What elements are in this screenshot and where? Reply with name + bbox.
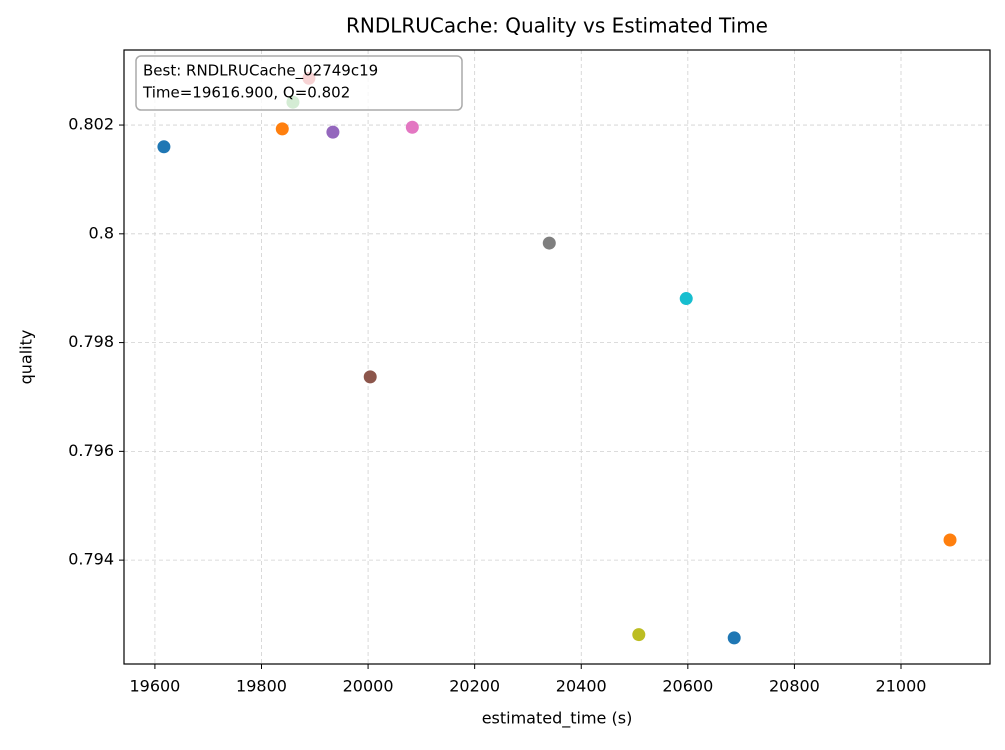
point (632, 628, 646, 642)
y-axis-label: quality (17, 330, 36, 385)
point (727, 631, 741, 645)
x-tick-label: 21000 (876, 677, 927, 696)
y-tick-label: 0.8 (89, 223, 114, 242)
y-tick-label: 0.796 (68, 441, 114, 460)
y-tick-label: 0.794 (68, 550, 114, 569)
point (326, 125, 340, 139)
annotation-text: Time=19616.900, Q=0.802 (142, 84, 350, 102)
x-tick-label: 20400 (556, 677, 607, 696)
x-tick-label: 20000 (343, 677, 394, 696)
point (405, 120, 419, 134)
x-axis-label: estimated_time (s) (482, 709, 633, 729)
chart-title: RNDLRUCache: Quality vs Estimated Time (346, 14, 768, 38)
x-tick-label: 19600 (129, 677, 180, 696)
y-tick-label: 0.802 (68, 115, 114, 134)
annotation-box (135, 55, 463, 111)
annotation-text: Best: RNDLRUCache_02749c19 (143, 62, 378, 81)
point (275, 122, 289, 136)
point (157, 140, 171, 154)
point (542, 236, 556, 250)
x-tick-label: 20600 (662, 677, 713, 696)
point (679, 292, 693, 306)
point (943, 533, 957, 547)
x-tick-label: 19800 (236, 677, 287, 696)
plot-frame (123, 49, 991, 665)
x-tick-label: 20800 (769, 677, 820, 696)
x-tick-label: 20200 (449, 677, 500, 696)
point (363, 370, 377, 384)
y-tick-label: 0.798 (68, 332, 114, 351)
